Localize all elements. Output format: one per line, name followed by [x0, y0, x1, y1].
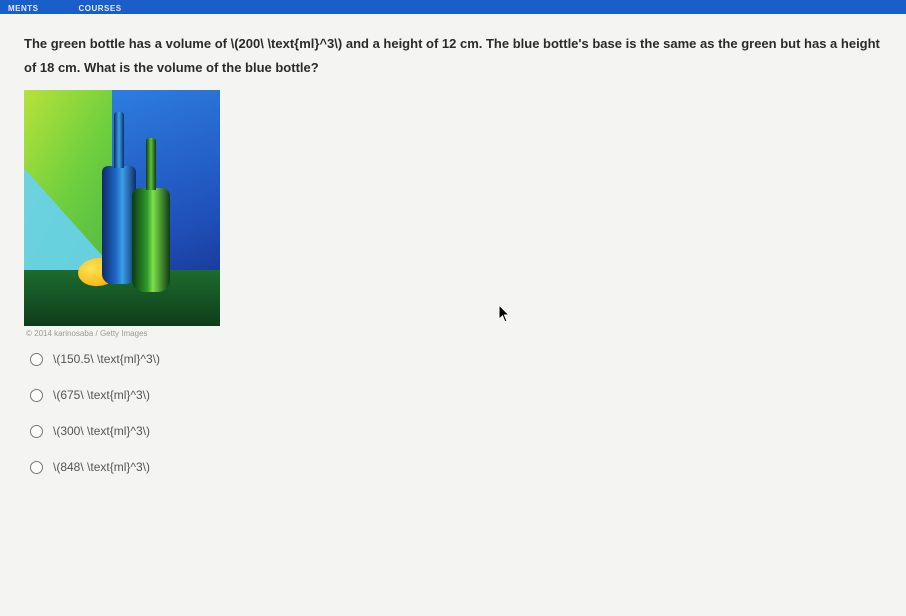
blue-bottle-shape	[102, 112, 136, 284]
question-content: The green bottle has a volume of \(200\ …	[0, 14, 906, 508]
question-text: The green bottle has a volume of \(200\ …	[24, 32, 882, 80]
image-caption: © 2014 karinosaba / Getty Images	[24, 326, 220, 338]
answer-options: \(150.5\ \text{ml}^3\) \(675\ \text{ml}^…	[24, 352, 882, 474]
nav-item-courses[interactable]: COURSES	[79, 4, 122, 14]
option-a-label: \(150.5\ \text{ml}^3\)	[53, 352, 160, 366]
question-image-block: © 2014 karinosaba / Getty Images	[24, 90, 220, 338]
option-b[interactable]: \(675\ \text{ml}^3\)	[30, 388, 882, 402]
option-b-radio[interactable]	[30, 389, 43, 402]
option-a[interactable]: \(150.5\ \text{ml}^3\)	[30, 352, 882, 366]
bottles-painting	[24, 90, 220, 326]
option-c-radio[interactable]	[30, 425, 43, 438]
option-a-radio[interactable]	[30, 353, 43, 366]
nav-item-ments[interactable]: MENTS	[8, 4, 39, 14]
option-d[interactable]: \(848\ \text{ml}^3\)	[30, 460, 882, 474]
top-nav-bar: MENTS COURSES	[0, 0, 906, 14]
option-d-label: \(848\ \text{ml}^3\)	[53, 460, 150, 474]
option-b-label: \(675\ \text{ml}^3\)	[53, 388, 150, 402]
option-d-radio[interactable]	[30, 461, 43, 474]
option-c[interactable]: \(300\ \text{ml}^3\)	[30, 424, 882, 438]
green-bottle-shape	[132, 138, 170, 292]
option-c-label: \(300\ \text{ml}^3\)	[53, 424, 150, 438]
